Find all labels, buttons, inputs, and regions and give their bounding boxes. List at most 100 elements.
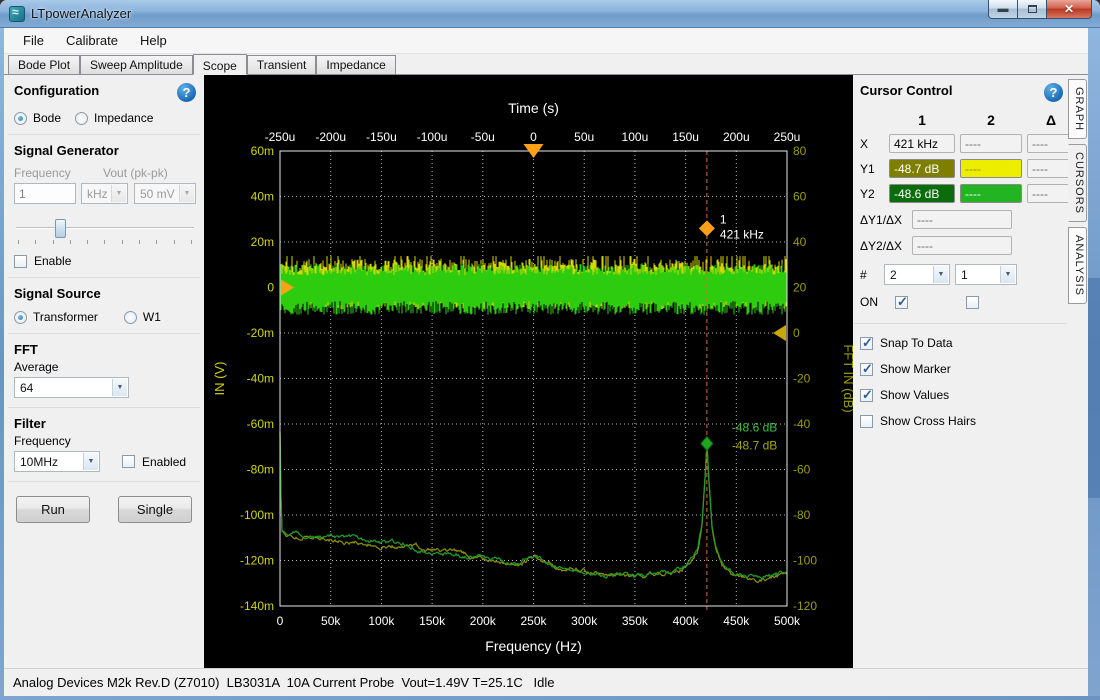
tab-impedance[interactable]: Impedance: [316, 55, 396, 74]
frequency-unit-select[interactable]: kHz ▼: [81, 183, 128, 204]
right-tick: -120: [793, 599, 817, 613]
slider-track: [16, 227, 194, 229]
tab-bode-plot[interactable]: Bode Plot: [8, 55, 81, 74]
right-tick: 80: [793, 144, 807, 158]
frequency-input[interactable]: [14, 183, 76, 204]
cursor-x-c1-field: 421 kHz: [889, 134, 955, 153]
right-tick: -40: [793, 417, 811, 431]
bottom-tick: 350k: [622, 614, 649, 628]
bottom-tick: 450k: [723, 614, 750, 628]
average-value: 64: [20, 380, 34, 395]
cursor-col-1: 1: [918, 112, 926, 128]
top-tick: 200u: [723, 130, 750, 144]
cursor-control-title: Cursor Control: [860, 83, 953, 98]
trigger-marker: [523, 144, 544, 158]
tab-cursors[interactable]: CURSORS: [1068, 144, 1087, 223]
status-text: Analog Devices M2k Rev.D (Z7010) LB3031A…: [13, 675, 555, 690]
maximize-button[interactable]: [1018, 0, 1046, 19]
window-border-left: [0, 28, 4, 700]
cursor-marker-diamond: [698, 220, 715, 237]
scope-plot[interactable]: Time (s) Frequency (Hz) IN (V) FFT IN (dB) -…: [204, 75, 856, 668]
radio-bode[interactable]: [14, 111, 27, 125]
left-tick: 60m: [251, 144, 274, 158]
top-axis-title: Time (s): [508, 100, 559, 116]
right-tick: 0: [793, 326, 800, 340]
title-bar[interactable]: LTpowerAnalyzer ▬ ✕: [0, 0, 1100, 28]
radio-w1[interactable]: [123, 310, 137, 324]
cursor-y2-label: Y2: [860, 186, 875, 201]
tab-transient[interactable]: Transient: [246, 55, 317, 74]
cursor1-on-checkbox[interactable]: [895, 294, 908, 310]
single-button[interactable]: Single: [118, 496, 192, 523]
fft-title: FFT: [14, 342, 38, 357]
show-marker-checkbox[interactable]: [860, 361, 873, 377]
right-tick: 60: [793, 190, 807, 204]
maximize-icon: [1027, 5, 1037, 13]
filter-enabled-label: Enabled: [142, 454, 187, 469]
frequency-slider[interactable]: [16, 218, 194, 238]
snap-to-data-checkbox[interactable]: [860, 335, 873, 351]
close-button[interactable]: ✕: [1046, 0, 1092, 19]
filter-title: Filter: [14, 416, 46, 431]
filter-enabled-checkbox[interactable]: [122, 455, 135, 468]
tab-bar: Bode Plot Sweep Amplitude Scope Transien…: [4, 54, 1088, 75]
marker-count-1-select[interactable]: 2 ▼: [884, 264, 950, 285]
scope-plot-svg[interactable]: Time (s) Frequency (Hz) IN (V) FFT IN (dB) -…: [204, 75, 856, 668]
dy1dx-field: ----: [912, 210, 1012, 229]
cursor-y1-label: Y1: [860, 161, 875, 176]
window-title: LTpowerAnalyzer: [31, 6, 132, 21]
left-tick: -60m: [247, 417, 274, 431]
peak-marker-diamond: [700, 435, 714, 452]
right-tick: -80: [793, 508, 811, 522]
right-tick: -60: [793, 463, 811, 477]
filter-frequency-label: Frequency: [14, 434, 71, 448]
help-icon[interactable]: ?: [1044, 83, 1063, 102]
help-icon[interactable]: ?: [177, 83, 196, 102]
menu-bar: File Calibrate Help: [4, 28, 1088, 54]
cursor-marker-index: 1: [720, 212, 727, 226]
fft-trace-2: [279, 432, 788, 581]
cursor2-on-checkbox[interactable]: [966, 295, 979, 309]
left-tick: -120m: [240, 554, 274, 568]
tab-scope[interactable]: Scope: [192, 54, 247, 75]
filter-frequency-select[interactable]: 10MHz ▼: [14, 451, 100, 472]
vout-select[interactable]: 50 mV ▼: [134, 183, 196, 204]
slider-thumb[interactable]: [55, 219, 67, 238]
tab-analysis[interactable]: ANALYSIS: [1068, 227, 1087, 305]
average-select[interactable]: 64 ▼: [14, 377, 129, 398]
marker-count-2-select[interactable]: 1 ▼: [955, 264, 1017, 285]
bottom-tick: 50k: [321, 614, 341, 628]
right-tick: -100: [793, 554, 817, 568]
cursor-control-panel: Cursor Control ? 1 2 Δ X 421 kHz ---- --…: [853, 75, 1075, 668]
menu-calibrate[interactable]: Calibrate: [65, 33, 118, 48]
dy2dx-label: ΔY2/ΔX: [860, 238, 903, 253]
minimize-button[interactable]: ▬: [988, 0, 1018, 19]
show-values-checkbox[interactable]: [860, 387, 873, 403]
radio-impedance[interactable]: [75, 111, 89, 125]
cursor-y1-c1-field: -48.7 dB: [889, 159, 955, 178]
time-trace-ch2: [280, 263, 787, 315]
run-button[interactable]: Run: [16, 496, 90, 523]
menu-file[interactable]: File: [23, 33, 44, 48]
enable-checkbox[interactable]: [14, 254, 27, 268]
show-cross-hairs-checkbox[interactable]: [860, 414, 873, 428]
radio-bode-label: Bode: [33, 111, 62, 125]
bottom-tick: 400k: [673, 614, 700, 628]
peak-y2-label: -48.6 dB: [732, 421, 777, 435]
left-tick: -140m: [240, 599, 274, 613]
tab-sweep-amplitude[interactable]: Sweep Amplitude: [80, 55, 193, 74]
window-border-bottom: [0, 696, 1100, 700]
chevron-down-icon: ▼: [933, 266, 948, 283]
menu-help[interactable]: Help: [139, 33, 167, 48]
bottom-tick: 200k: [470, 614, 497, 628]
window-border-right: [1088, 28, 1100, 700]
radio-transformer[interactable]: [14, 310, 27, 324]
plot-background: [204, 75, 853, 668]
left-tick: -100m: [240, 508, 274, 522]
right-tick: 40: [793, 235, 807, 249]
dy1dx-label: ΔY1/ΔX: [860, 212, 903, 227]
top-tick: -250u: [265, 130, 296, 144]
frequency-label: Frequency: [14, 166, 71, 180]
bottom-tick: 250k: [520, 614, 547, 628]
tab-graph[interactable]: GRAPH: [1068, 79, 1087, 140]
